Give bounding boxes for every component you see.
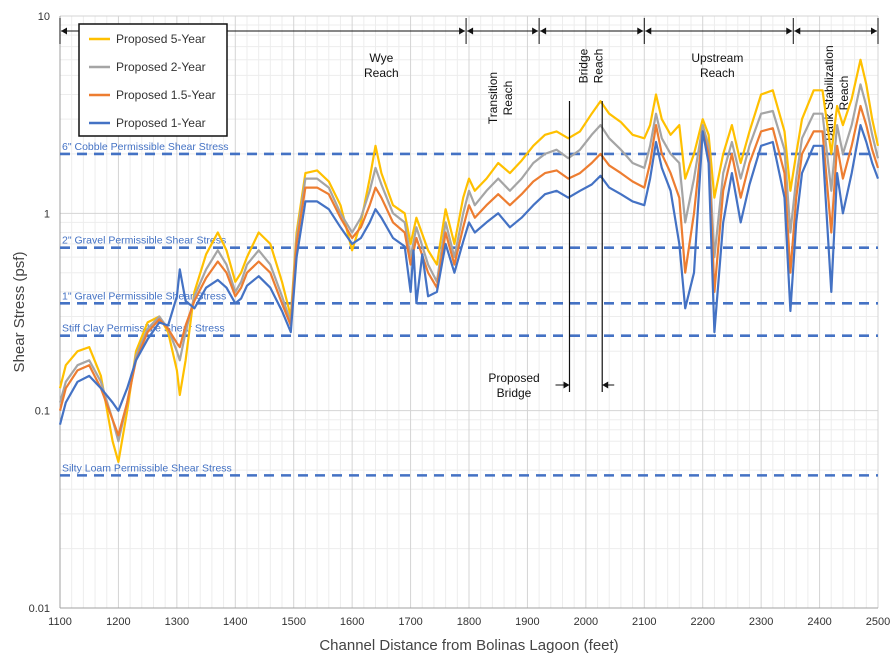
arrow-head	[645, 27, 652, 35]
reach-label: Reach	[364, 66, 399, 80]
x-tick-label: 1200	[106, 616, 130, 628]
series-line	[58, 58, 880, 463]
x-tick-label: 1600	[340, 616, 364, 628]
arrow-head	[786, 27, 793, 35]
x-tick-label: 1800	[457, 616, 481, 628]
legend-label: Proposed 1-Year	[116, 116, 206, 130]
bridge-label: Bridge	[497, 386, 532, 400]
y-tick-label: 0.01	[29, 603, 50, 615]
x-tick-label: 2200	[690, 616, 714, 628]
bridge-label: Proposed	[488, 371, 539, 385]
y-tick-label: 0.1	[35, 406, 50, 418]
arrow-head	[602, 381, 609, 389]
legend-box	[78, 23, 228, 137]
arrow-head	[459, 27, 466, 35]
arrow-head	[540, 27, 547, 35]
x-tick-label: 2300	[749, 616, 773, 628]
x-tick-label: 1500	[281, 616, 305, 628]
reference-line-label: Silty Loam Permissible Shear Stress	[62, 462, 232, 474]
series-line	[58, 83, 880, 443]
arrow-head	[871, 27, 877, 35]
reach-label: Bridge	[577, 48, 591, 83]
reach-label: Upstream	[691, 51, 743, 65]
x-tick-label: 2100	[632, 616, 656, 628]
arrow-head	[794, 27, 801, 35]
series-line	[58, 124, 880, 425]
series-line	[58, 104, 880, 437]
reach-label: Transition	[486, 72, 500, 124]
legend: Proposed 5-Year Proposed 2-Year Proposed 1…	[78, 23, 228, 137]
reach-label: Reach	[592, 49, 606, 84]
x-axis-title: Channel Distance from Bolinas Lagoon (fe…	[319, 637, 618, 654]
x-tick-label: 1400	[223, 616, 247, 628]
x-tick-label: 2500	[866, 616, 890, 628]
reference-line-label: 6" Cobble Permissible Shear Stress	[62, 141, 229, 153]
arrow-head	[61, 27, 67, 35]
arrow-head	[532, 27, 539, 35]
y-axis-ticks: 10 1 0.1 0.01	[29, 11, 50, 615]
legend-label: Proposed 2-Year	[116, 60, 206, 74]
arrow-head	[467, 27, 474, 35]
x-tick-label: 2000	[574, 616, 598, 628]
reach-label-rotated: Transition Reach	[486, 72, 515, 124]
reach-label: Reach	[501, 81, 515, 116]
reference-line-label: 2" Gravel Permissible Shear Stress	[62, 235, 226, 247]
arrow-head	[563, 381, 570, 389]
reach-label: Reach	[700, 66, 735, 80]
reach-label: Wye	[369, 51, 393, 65]
y-tick-label: 1	[44, 208, 50, 220]
data-series	[58, 58, 880, 463]
x-tick-label: 1700	[398, 616, 422, 628]
x-tick-label: 2400	[807, 616, 831, 628]
x-tick-label: 1300	[165, 616, 189, 628]
y-axis-title: Shear Stress (psf)	[11, 252, 28, 373]
x-tick-label: 1900	[515, 616, 539, 628]
reach-label: Reach	[837, 76, 851, 111]
legend-label: Proposed 5-Year	[116, 32, 206, 46]
grid-major	[59, 15, 879, 609]
y-tick-label: 10	[38, 11, 50, 23]
legend-label: Proposed 1.5-Year	[116, 88, 216, 102]
x-axis-ticks: 1100 1200 1300 1400 1500 1600 1700 1800 1900 2000…	[48, 616, 890, 628]
arrow-head	[637, 27, 644, 35]
x-tick-label: 1100	[48, 616, 72, 628]
reach-label-rotated: Bridge Reach	[577, 48, 606, 83]
